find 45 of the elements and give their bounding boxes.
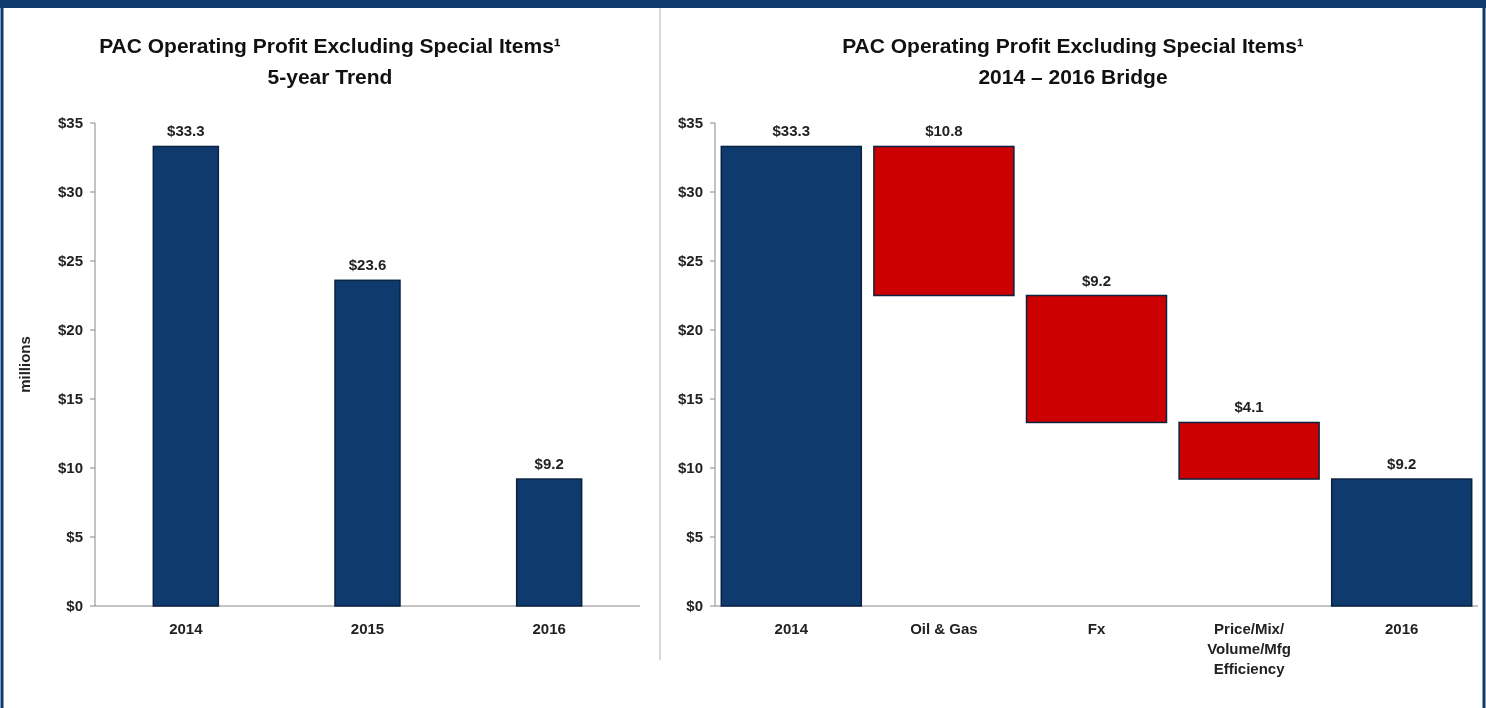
bar [1330,478,1473,607]
x-tick-label: 2016 [532,620,566,637]
data-label: $33.3 [167,122,205,140]
bar [720,145,863,607]
bar [873,145,1015,297]
data-label: $4.1 [1234,398,1264,416]
y-tick-label: $15 [677,390,703,408]
bar [152,145,220,607]
y-tick-label: $10 [57,459,83,477]
x-tick-label: Price/Mix/Volume/Mfg Efficiency [1207,620,1292,677]
y-tick-label: $5 [686,528,703,546]
y-tick-label: $25 [57,252,83,270]
data-label: $23.6 [348,256,387,274]
y-tick-label: $30 [677,183,703,201]
chart-title: PAC Operating Profit Excluding Special Items¹ [842,34,1304,57]
data-label: $10.8 [925,122,963,140]
chart-subtitle: 2014 – 2016 Bridge [978,65,1168,88]
x-tick-label: Oil & Gas [910,620,978,637]
data-label: $9.2 [1387,455,1417,473]
bar [1025,294,1168,424]
y-tick-label: $0 [686,597,703,615]
x-tick-label: 2014 [169,620,204,637]
bar [334,279,401,607]
y-tick-label: $20 [57,321,83,339]
x-tick-label: Fx [1087,620,1106,637]
chart-title: PAC Operating Profit Excluding Special Items¹ [99,34,561,57]
x-tick-label: 2016 [1385,620,1419,637]
x-tick-label: 2015 [350,620,385,637]
y-tick-label: $15 [57,390,83,408]
bar [1178,421,1320,480]
data-label: $9.2 [534,455,564,473]
chart-subtitle: 5-year Trend [267,65,393,88]
x-tick-label: 2014 [774,620,809,637]
bar [515,478,583,607]
y-tick-label: $30 [57,183,83,201]
y-tick-label: $0 [66,597,83,615]
y-tick-label: $5 [66,528,83,546]
data-label: $33.3 [772,122,811,140]
y-tick-label: $35 [677,114,703,132]
data-label: $9.2 [1081,271,1112,289]
y-tick-label: $20 [677,321,703,339]
y-axis-title: millions [16,336,33,393]
y-tick-label: $10 [677,459,703,477]
y-tick-label: $35 [57,114,83,132]
y-tick-label: $25 [677,252,703,270]
